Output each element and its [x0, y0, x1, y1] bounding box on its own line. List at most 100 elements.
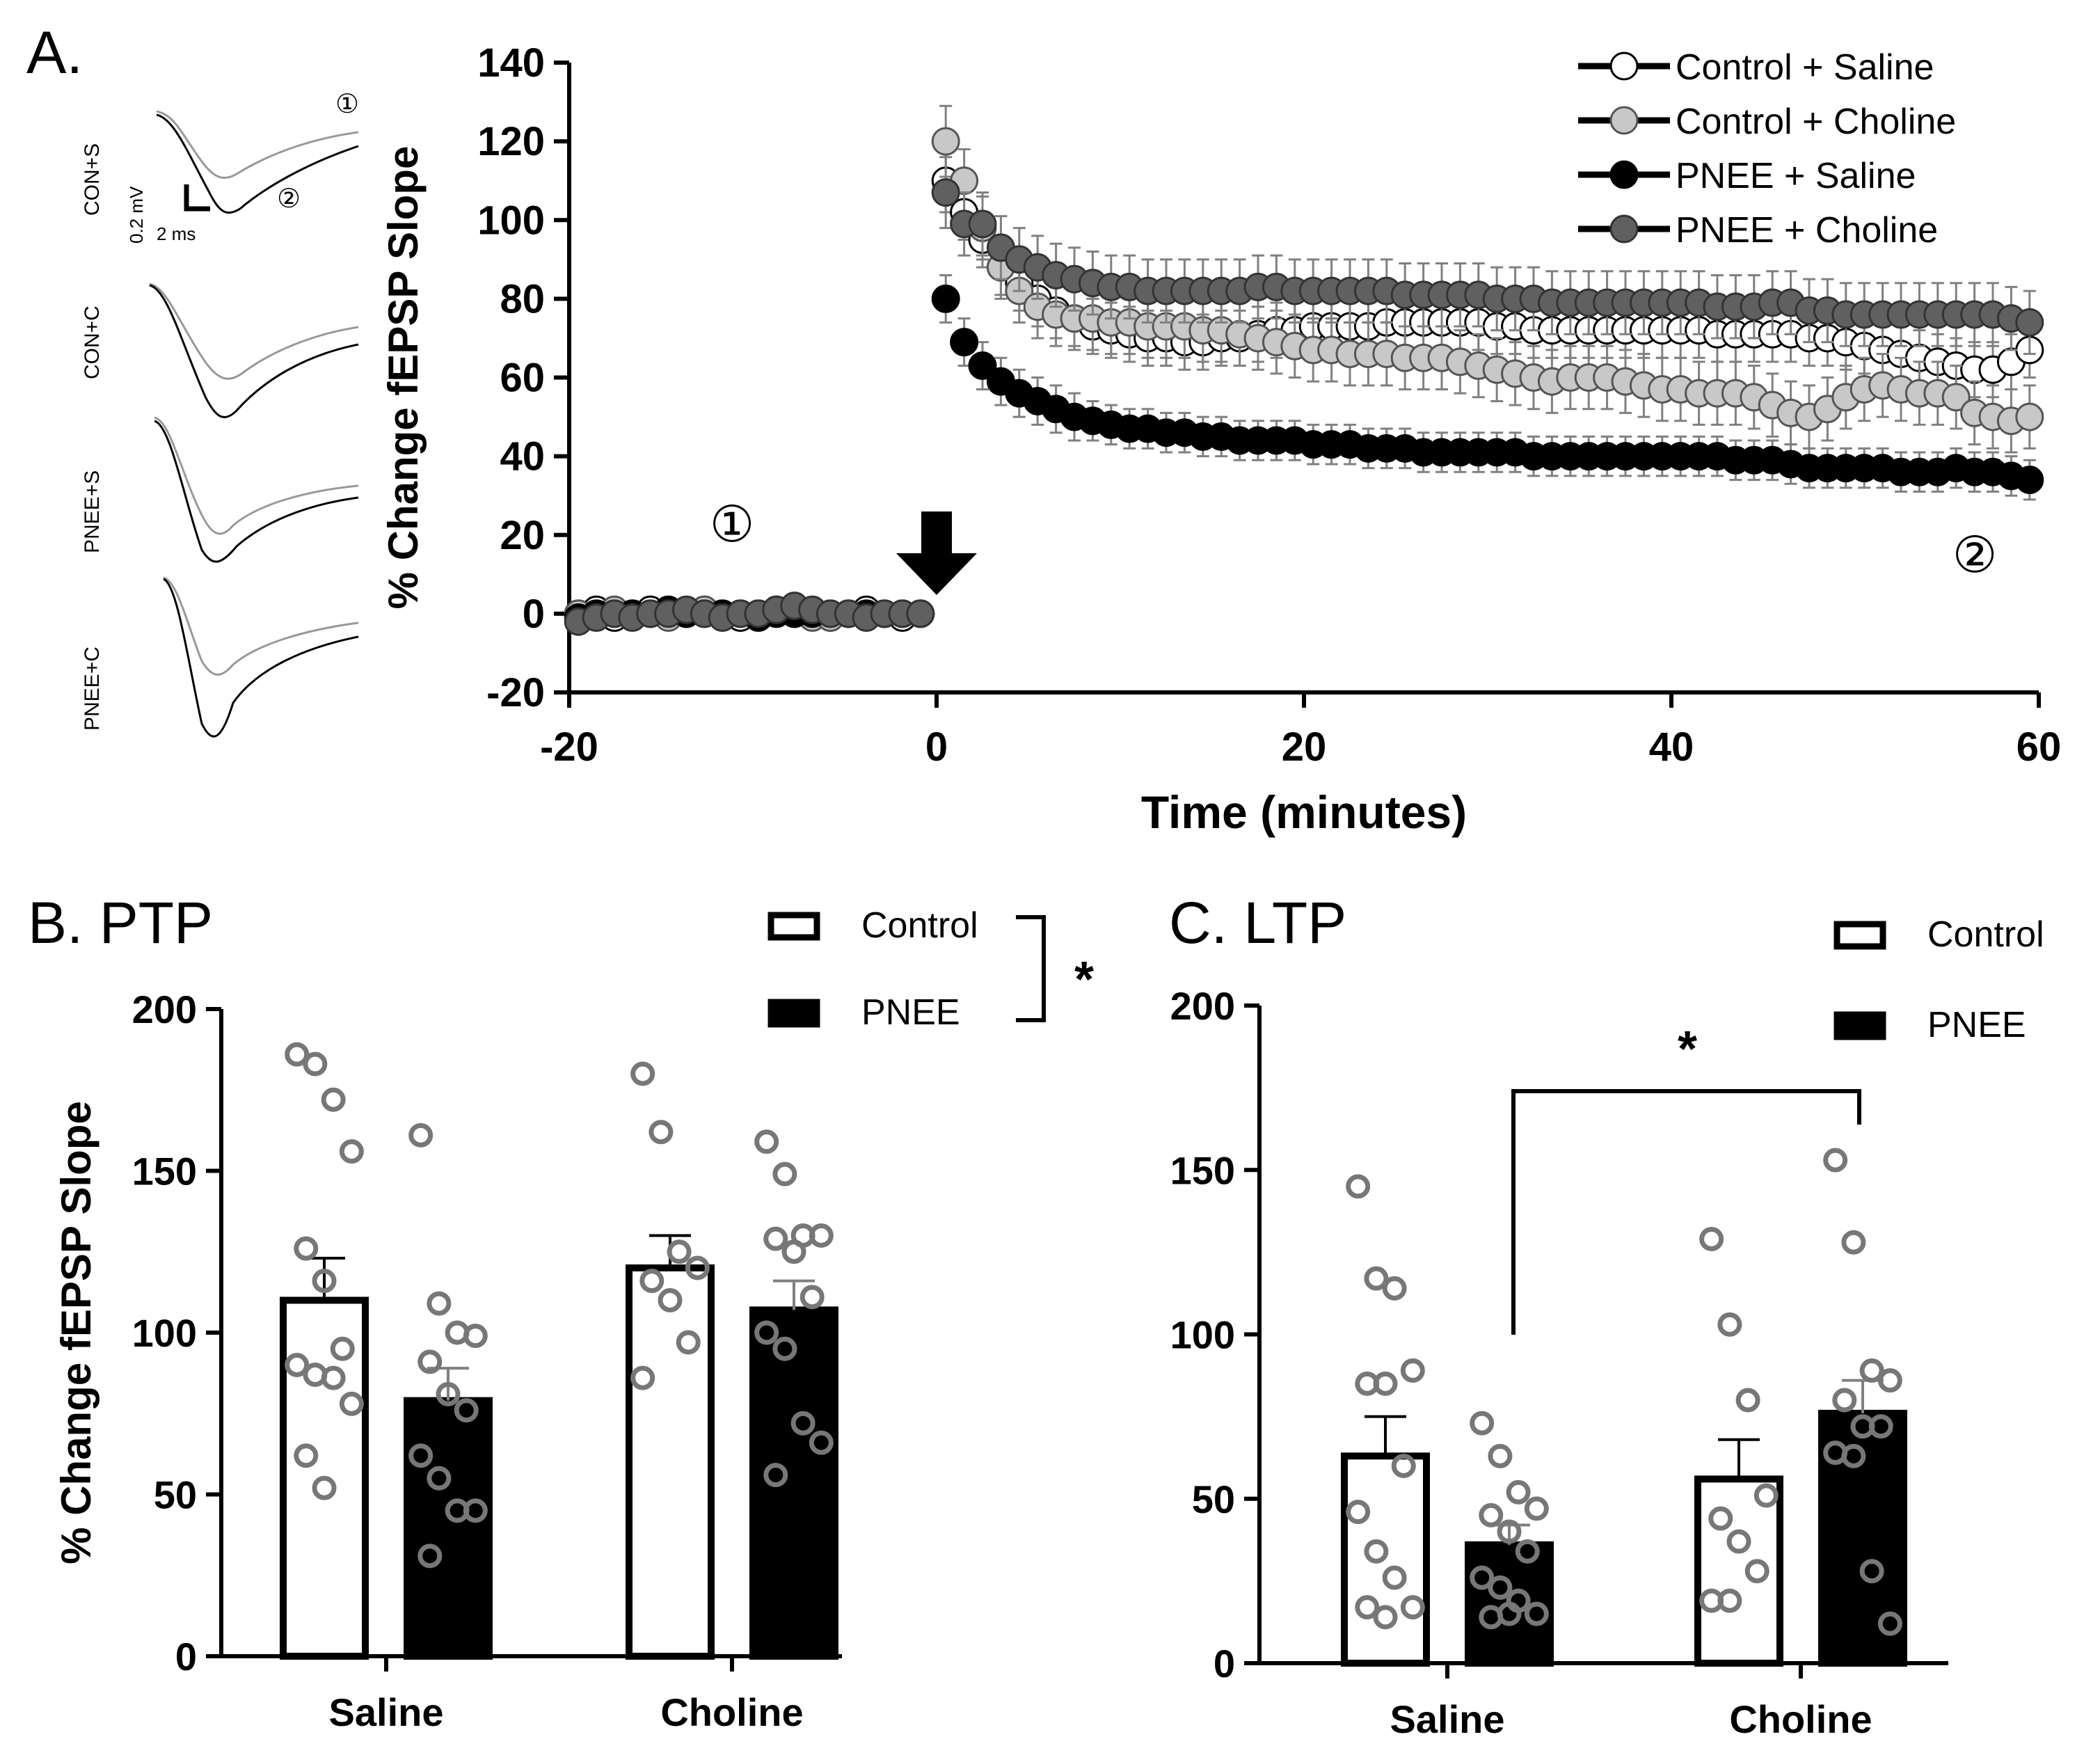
- data-point: [454, 1398, 479, 1423]
- data-point: [763, 1463, 788, 1488]
- data-point: [968, 351, 997, 381]
- data-point: [649, 1120, 674, 1145]
- bar: [626, 1264, 715, 1660]
- data-point: [658, 1288, 683, 1312]
- scale-bar-voltage: 0.2 mV: [126, 186, 147, 244]
- y-tick-label: -20: [486, 670, 545, 715]
- data-point: [1488, 1575, 1513, 1600]
- legend-marker: [1609, 160, 1639, 189]
- data-point: [1841, 1443, 1866, 1468]
- y-tick-label: 140: [477, 40, 545, 86]
- data-point: [321, 1087, 346, 1112]
- data-point: [1479, 1502, 1504, 1527]
- x-tick-label: -20: [540, 724, 598, 770]
- marker-2-trace: ②: [277, 184, 301, 214]
- significance-bracket: [1511, 1089, 1861, 1335]
- y-tick-label: 100: [477, 198, 545, 243]
- scale-bar-time: 2 ms: [157, 223, 196, 244]
- y-tick-label: 50: [154, 1473, 197, 1517]
- data-point: [809, 1223, 834, 1248]
- data-point: [1470, 1411, 1495, 1436]
- data-point: [1346, 1174, 1371, 1199]
- trace-baseline: [149, 283, 359, 380]
- trace-label: CON+S: [81, 143, 104, 216]
- data-point: [1735, 1388, 1760, 1413]
- legend-swatch: [767, 912, 820, 941]
- data-point: [800, 1285, 825, 1310]
- data-point: [754, 1320, 779, 1345]
- panel-b-title: B. PTP: [28, 890, 213, 955]
- data-point: [676, 1330, 701, 1355]
- trace-post: [149, 284, 359, 418]
- data-point: [408, 1443, 433, 1468]
- x-tick-label: 20: [1282, 724, 1327, 770]
- data-point: [763, 1226, 788, 1251]
- data-point: [1470, 1565, 1495, 1590]
- x-axis-title: Time (minutes): [1141, 786, 1467, 838]
- y-tick-label: 80: [500, 276, 545, 322]
- data-point: [417, 1349, 443, 1374]
- data-point: [1488, 1443, 1513, 1468]
- data-point: [1400, 1358, 1425, 1383]
- legend-swatch: [767, 999, 820, 1028]
- trace-label: CON+C: [81, 305, 104, 379]
- data-point: [790, 1411, 816, 1436]
- y-tick-label: 200: [1170, 984, 1235, 1028]
- data-point: [2015, 466, 2044, 495]
- data-point: [1382, 1276, 1407, 1301]
- data-point: [1877, 1611, 1902, 1636]
- legend-swatch: [1833, 921, 1886, 950]
- legend-label: Control + Saline: [1676, 47, 1934, 88]
- significance-star: *: [1678, 1022, 1697, 1077]
- data-point: [330, 1336, 355, 1361]
- data-point: [1744, 1559, 1769, 1584]
- data-point: [1859, 1559, 1884, 1584]
- y-tick-label: 50: [1192, 1477, 1235, 1521]
- legend-marker: [1609, 51, 1639, 81]
- data-point: [630, 1365, 655, 1390]
- data-point: [931, 178, 960, 207]
- y-tick-label: 0: [523, 592, 545, 637]
- data-point: [1346, 1500, 1371, 1525]
- trace-baseline: [156, 110, 359, 180]
- data-point: [1726, 1529, 1751, 1554]
- data-point: [303, 1051, 328, 1077]
- legend-label: PNEE: [1927, 1005, 2026, 1045]
- data-point: [1515, 1539, 1540, 1564]
- y-tick-label: 150: [1170, 1148, 1235, 1192]
- bar: [1341, 1452, 1430, 1667]
- data-point: [1859, 1358, 1884, 1383]
- data-point: [906, 599, 935, 628]
- trace-baseline: [154, 416, 359, 535]
- data-point: [1524, 1496, 1549, 1521]
- data-point: [1832, 1388, 1857, 1413]
- data-point: [772, 1336, 797, 1361]
- x-tick-label: Choline: [660, 1690, 803, 1734]
- legend-swatch: [1833, 1011, 1886, 1040]
- data-point: [294, 1443, 319, 1468]
- data-point: [1497, 1519, 1522, 1544]
- data-point: [667, 1239, 692, 1264]
- panel-c-title: C. LTP: [1169, 890, 1346, 955]
- y-tick-label: 120: [477, 119, 545, 164]
- trace-label: PNEE+S: [81, 470, 104, 553]
- data-point: [321, 1365, 346, 1390]
- data-point: [294, 1236, 319, 1261]
- timecourse-plot: -20 0 20 40 60 80 100 120 140 -20 0 20 40 60 Time (min…: [380, 40, 2061, 838]
- data-point: [1373, 1371, 1398, 1396]
- data-point: [685, 1255, 710, 1280]
- y-tick-label: 40: [500, 434, 545, 479]
- legend-label: PNEE + Choline: [1676, 210, 1938, 251]
- significance-star: *: [1074, 952, 1094, 1008]
- data-point: [408, 1122, 433, 1148]
- y-axis-title: % Change fEPSP Slope: [380, 146, 427, 610]
- data-point: [1497, 1601, 1522, 1626]
- trace-post: [156, 113, 359, 214]
- stimulus-arrow: [896, 511, 977, 595]
- data-point: [754, 1129, 779, 1154]
- trace-label: PNEE+C: [81, 646, 104, 731]
- data-point: [1400, 1595, 1425, 1620]
- data-point: [339, 1139, 364, 1164]
- bar: [749, 1306, 838, 1660]
